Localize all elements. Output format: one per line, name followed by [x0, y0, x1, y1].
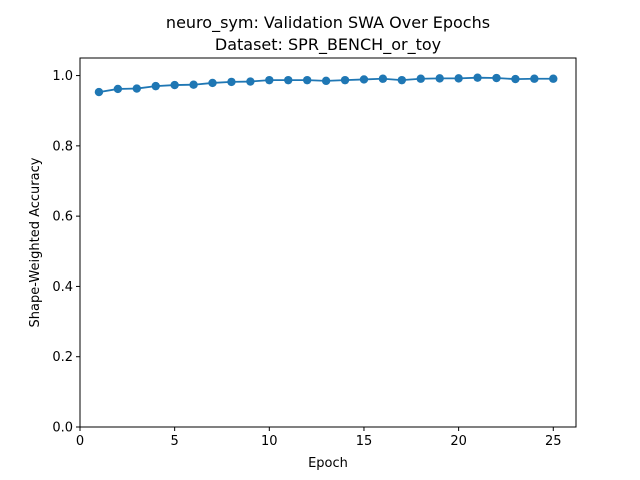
data-point	[265, 75, 274, 85]
x-tick-label: 20	[450, 434, 467, 449]
data-point	[435, 74, 444, 83]
x-axis-label: Epoch	[308, 456, 348, 471]
data-point	[208, 78, 217, 88]
y-tick-label: 0.8	[52, 139, 73, 154]
data-point	[530, 74, 539, 83]
data-point	[511, 74, 520, 84]
y-tick-label: 0.0	[52, 421, 73, 436]
chart-title-line1: neuro_sym: Validation SWA Over Epochs	[166, 13, 490, 33]
x-tick-label: 10	[261, 434, 278, 449]
y-tick-label: 0.6	[52, 210, 73, 225]
data-point	[113, 84, 123, 94]
y-tick-label: 1.0	[52, 69, 73, 84]
data-point	[132, 84, 141, 93]
data-point	[416, 74, 425, 83]
x-tick-label: 25	[545, 434, 562, 449]
data-point	[302, 75, 312, 85]
y-tick-label: 0.4	[52, 280, 73, 295]
data-point	[321, 76, 331, 86]
data-point	[170, 80, 179, 90]
data-point	[189, 80, 198, 89]
data-point	[246, 77, 255, 86]
chart-title-line2: Dataset: SPR_BENCH_or_toy	[215, 35, 441, 55]
data-point	[473, 73, 482, 82]
data-point	[94, 87, 104, 97]
data-point	[397, 75, 407, 85]
data-point	[340, 75, 350, 85]
data-point	[284, 75, 293, 85]
data-point	[492, 73, 501, 83]
x-tick-label: 5	[171, 434, 179, 449]
x-tick-label: 15	[356, 434, 373, 449]
data-point	[359, 75, 369, 84]
data-point	[454, 74, 463, 83]
data-point	[151, 81, 160, 91]
axis-ticks: 0 5 10 15 20 25 0.0 0.2 0.4 0.6 0.8 1.0	[52, 69, 561, 449]
y-axis-label: Shape-Weighted Accuracy	[28, 157, 43, 327]
data-point	[227, 77, 236, 87]
data-point	[378, 74, 388, 83]
plot-area-frame	[79, 57, 577, 428]
series-group	[94, 73, 558, 97]
y-tick-label: 0.2	[52, 350, 73, 365]
x-tick-label: 0	[76, 434, 84, 449]
data-point	[549, 74, 558, 83]
